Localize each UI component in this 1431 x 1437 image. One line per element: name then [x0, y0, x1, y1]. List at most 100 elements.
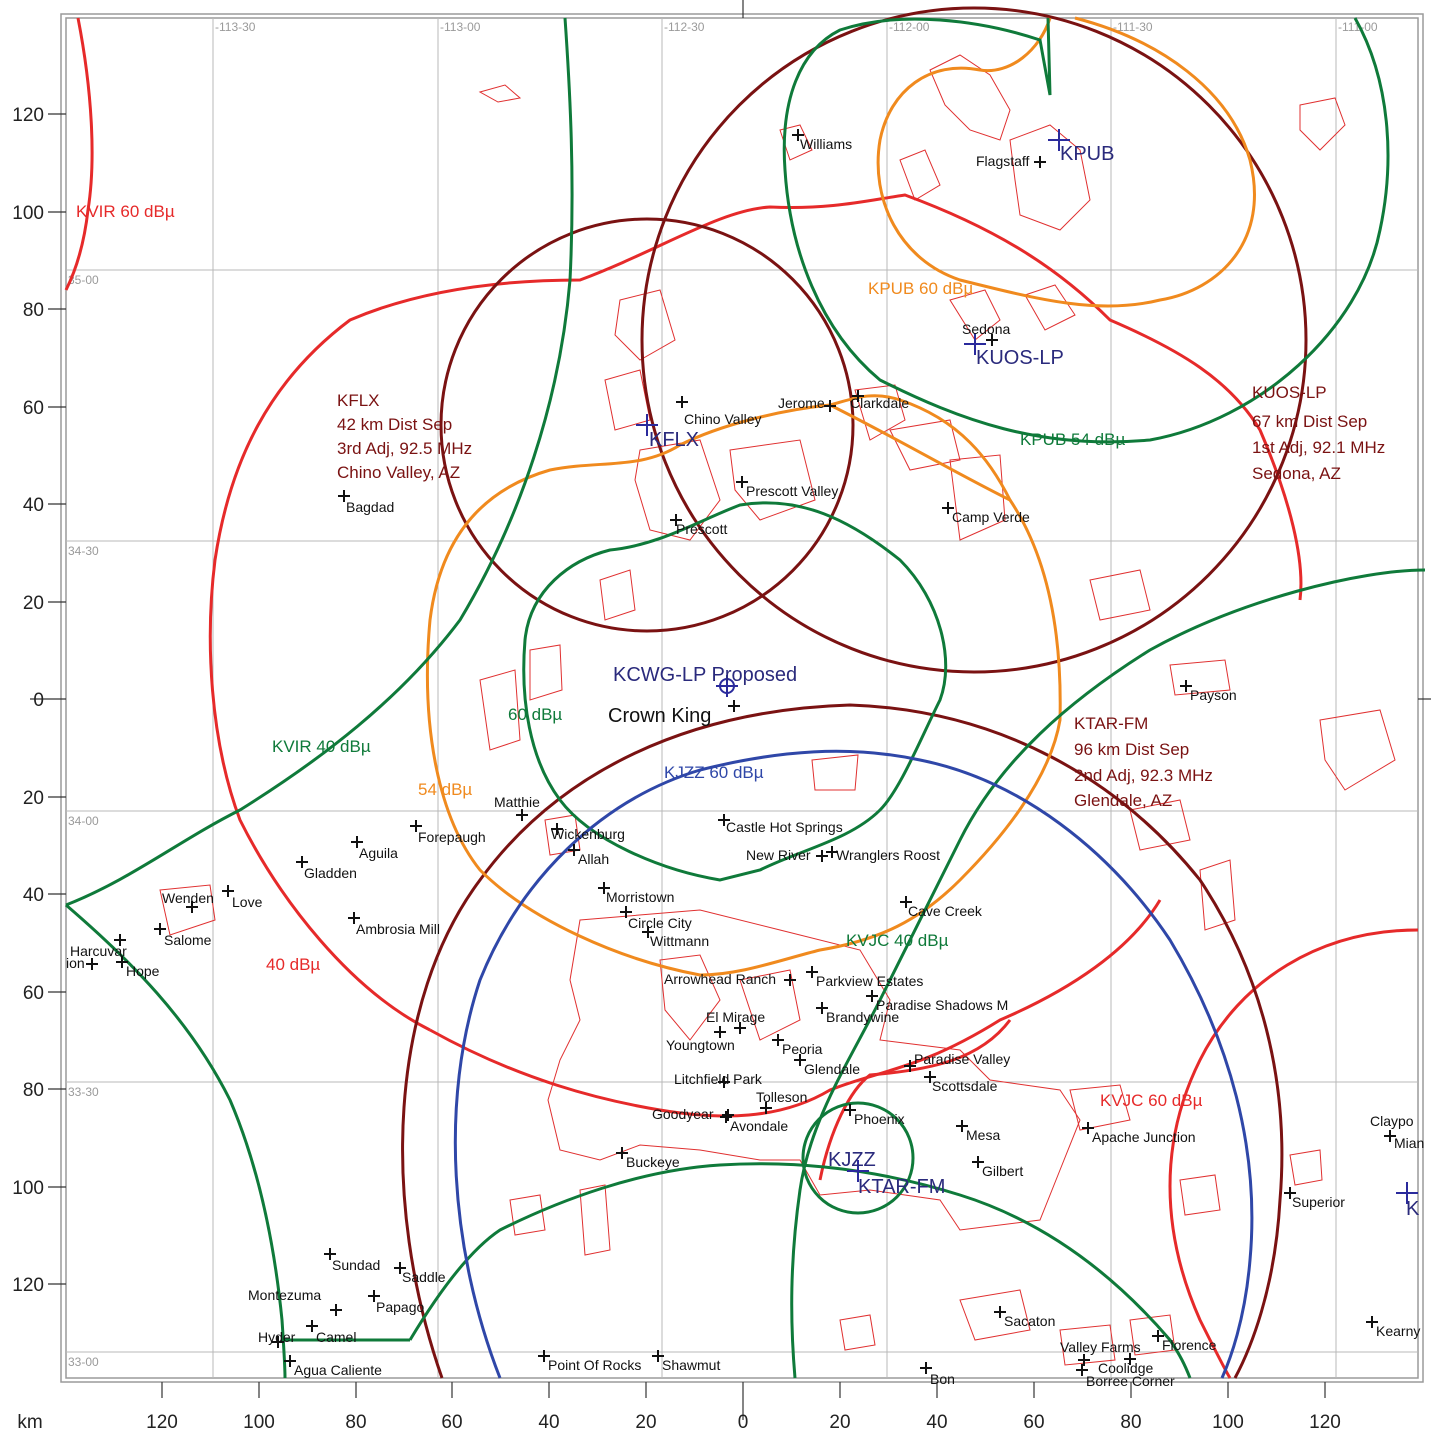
city-label: Flagstaff [976, 153, 1030, 169]
city-label: Brandywine [826, 1009, 899, 1025]
kflx-note-line: KFLX [337, 391, 380, 410]
city-label: Gilbert [982, 1163, 1023, 1179]
kvjc-60-contour [1168, 928, 1419, 1379]
city-marker [616, 1147, 628, 1159]
kuos-note-line: 1st Adj, 92.1 MHz [1252, 438, 1385, 457]
kvir-40-label: KVIR 40 dBµ [272, 737, 371, 756]
city-marker [1180, 680, 1192, 692]
ktar-circle [401, 703, 1284, 1379]
city-label: Coolidge [1098, 1360, 1153, 1376]
lon-label: -113-00 [440, 20, 481, 34]
city-marker [772, 1034, 784, 1046]
city-label: Goodyear [652, 1106, 714, 1122]
city-label: Bon [930, 1371, 955, 1387]
x-tick-label: 100 [1212, 1412, 1244, 1433]
city-label: Chino Valley [684, 411, 762, 427]
city-marker [410, 820, 422, 832]
city-label: El Mirage [706, 1009, 765, 1025]
city-label: Arrowhead Ranch [664, 971, 776, 987]
city-label: Avondale [730, 1118, 788, 1134]
x-tick-label: 120 [146, 1412, 178, 1433]
lat-label: 33-00 [68, 1355, 99, 1369]
city-marker [956, 1120, 968, 1132]
lon-label: -111-30 [1113, 20, 1153, 34]
x-tick-label: 20 [635, 1412, 656, 1433]
city-label: Wickenburg [551, 826, 625, 842]
kpub-60-contour [876, 16, 1256, 308]
x-tick-label: 0 [738, 1412, 749, 1433]
x-tick-label: 40 [538, 1412, 559, 1433]
city-label: Shawmut [662, 1357, 720, 1373]
lat-label: 33-30 [68, 1085, 99, 1099]
city-marker [714, 1026, 726, 1038]
red-40-label: 40 dBµ [266, 955, 320, 974]
lon-label: -112-30 [664, 20, 705, 34]
y-tick-label: 20 [23, 593, 44, 614]
city-marker [986, 334, 998, 346]
city-label: Tolleson [756, 1089, 807, 1105]
city-label: New River [746, 847, 811, 863]
city-label: Aguila [359, 845, 398, 861]
city-label: Paradise Valley [914, 1051, 1010, 1067]
city-label: Salome [164, 932, 212, 948]
city-marker [720, 1111, 732, 1123]
kvjc-60-label: KVJC 60 dBµ [1100, 1091, 1203, 1110]
city-marker [670, 514, 682, 526]
city-label: Gladden [304, 865, 357, 881]
city-marker [1284, 1187, 1296, 1199]
kflx-note-line: 42 km Dist Sep [337, 415, 452, 434]
city-marker [116, 956, 128, 968]
crown-king-label: Crown King [608, 705, 711, 727]
city-marker [222, 885, 234, 897]
city-label: Wranglers Roost [836, 847, 940, 863]
city-marker [394, 1262, 406, 1274]
city-marker [186, 901, 198, 913]
kuos-circle [640, 6, 1308, 674]
city-label: Allah [578, 851, 609, 867]
city-label: Payson [1190, 687, 1237, 703]
kflx-note-line: Chino Valley, AZ [337, 463, 460, 482]
city-label: Buckeye [626, 1154, 680, 1170]
crown-king-marker [728, 700, 740, 712]
y-tick-label: 120 [12, 105, 44, 126]
city-label: Clarkdale [850, 395, 909, 411]
city-label: Sundad [332, 1257, 380, 1273]
city-label: Camel [316, 1329, 356, 1345]
city-marker [994, 1306, 1006, 1318]
city-marker [900, 896, 912, 908]
kcwg-marker [716, 675, 738, 697]
city-label: Apache Junction [1092, 1129, 1196, 1145]
city-label: Borree Corner [1086, 1373, 1175, 1389]
city-marker [272, 1336, 284, 1348]
y-tick-label: 120 [12, 1275, 44, 1296]
axis-unit-label: km [17, 1412, 42, 1433]
city-marker [904, 1060, 916, 1072]
city-marker [718, 1076, 730, 1088]
city-label: Parkview Estates [816, 973, 923, 989]
contour-labels: KVIR 60 dBµ KVIR 40 dBµ 40 dBµ 54 dBµ 60… [76, 202, 1203, 1110]
y-tick-label: 20 [23, 788, 44, 809]
city-label: Ambrosia Mill [356, 921, 440, 937]
x-tick-label: 40 [926, 1412, 947, 1433]
city-marker [368, 1290, 380, 1302]
city-marker [1076, 1364, 1088, 1376]
orange-54-upper [829, 394, 1012, 501]
city-label: Agua Caliente [294, 1362, 382, 1378]
city-label: Kearny [1376, 1323, 1420, 1339]
city-marker [348, 912, 360, 924]
kjzz-60-contour [453, 749, 1254, 1379]
kuos-label: KUOS-LP [976, 347, 1064, 369]
city-label: Scottsdale [932, 1078, 998, 1094]
y-tick-label: 100 [12, 1178, 44, 1199]
y-tick-label: 40 [23, 885, 44, 906]
city-marker [551, 823, 563, 835]
lon-label: -112-00 [889, 20, 930, 34]
kpub-54-contour [782, 17, 1390, 444]
city-layer: Williams Flagstaff Sedona Chino Valley Jerom… [66, 129, 1424, 1389]
kjzz-local-circle [801, 1101, 915, 1215]
city-label: Superior [1292, 1194, 1345, 1210]
kjzz-label: KJZZ [828, 1149, 876, 1171]
city-label: Mian [1394, 1135, 1424, 1151]
station-notes: KFLX 42 km Dist Sep 3rd Adj, 92.5 MHz Ch… [337, 383, 1385, 810]
